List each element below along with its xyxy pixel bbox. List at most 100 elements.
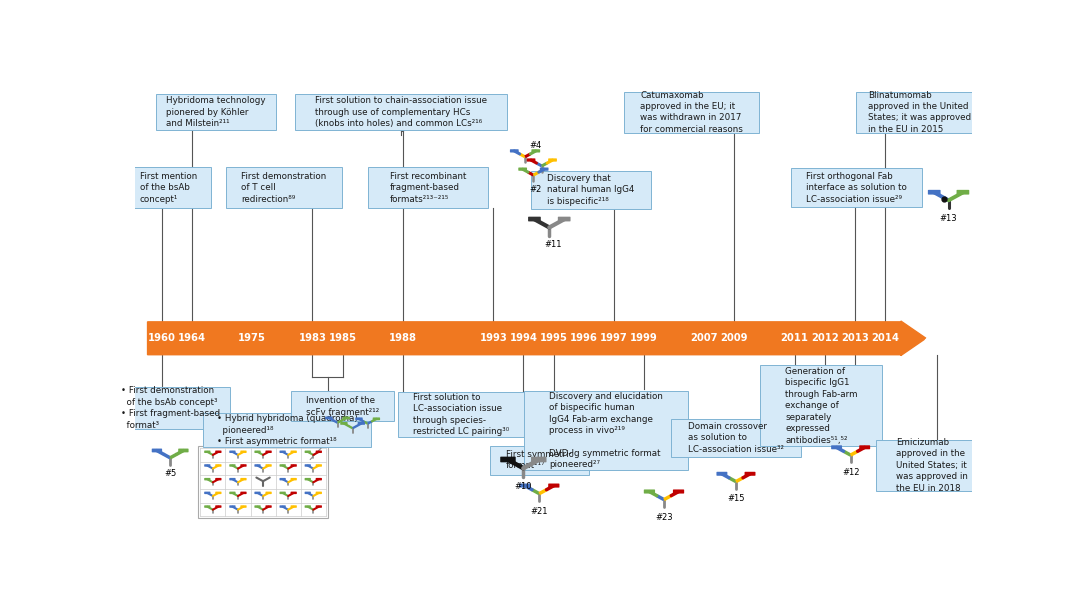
FancyBboxPatch shape: [229, 505, 235, 508]
Text: 1994: 1994: [510, 333, 538, 343]
Text: 1996: 1996: [569, 333, 597, 343]
FancyBboxPatch shape: [500, 457, 516, 463]
Text: #23: #23: [656, 513, 673, 522]
Text: #15: #15: [727, 495, 745, 503]
Text: 2013: 2013: [841, 333, 868, 343]
FancyBboxPatch shape: [340, 422, 348, 425]
FancyBboxPatch shape: [519, 483, 530, 487]
Text: 2011: 2011: [781, 333, 809, 343]
FancyBboxPatch shape: [266, 505, 272, 508]
FancyBboxPatch shape: [215, 505, 221, 508]
FancyBboxPatch shape: [266, 464, 272, 467]
FancyBboxPatch shape: [204, 505, 211, 508]
FancyBboxPatch shape: [125, 167, 212, 208]
FancyBboxPatch shape: [510, 149, 518, 152]
Text: 1988: 1988: [389, 333, 417, 343]
FancyBboxPatch shape: [342, 416, 350, 419]
FancyBboxPatch shape: [266, 492, 272, 494]
Text: Domain crossover
as solution to
LC-association issue³²: Domain crossover as solution to LC-assoc…: [688, 422, 784, 454]
FancyBboxPatch shape: [229, 464, 235, 467]
FancyBboxPatch shape: [204, 451, 211, 453]
FancyBboxPatch shape: [151, 448, 162, 452]
FancyBboxPatch shape: [305, 464, 311, 467]
FancyBboxPatch shape: [241, 451, 246, 453]
FancyBboxPatch shape: [928, 190, 941, 195]
FancyBboxPatch shape: [266, 451, 272, 453]
Text: 2009: 2009: [720, 333, 748, 343]
Text: 1999: 1999: [630, 333, 658, 343]
FancyBboxPatch shape: [291, 464, 297, 467]
Text: 1964: 1964: [178, 333, 206, 343]
FancyBboxPatch shape: [280, 505, 286, 508]
FancyBboxPatch shape: [549, 483, 559, 487]
FancyBboxPatch shape: [540, 167, 549, 171]
Text: 1975: 1975: [239, 333, 266, 343]
Text: First demonstration
of T cell
redirection⁸⁹: First demonstration of T cell redirectio…: [241, 171, 326, 203]
Text: First orthogonal Fab
interface as solution to
LC-association issue²⁹: First orthogonal Fab interface as soluti…: [806, 171, 907, 203]
FancyBboxPatch shape: [280, 478, 286, 480]
FancyBboxPatch shape: [305, 451, 311, 453]
Text: Invention of the
scFv fragment²¹²: Invention of the scFv fragment²¹²: [306, 396, 379, 416]
Text: Hybridoma technology
pionered by Köhler
and Milstein²¹¹: Hybridoma technology pionered by Köhler …: [166, 96, 266, 128]
Text: #21: #21: [530, 507, 548, 516]
FancyBboxPatch shape: [671, 419, 801, 457]
Text: Discovery and elucidation
of bispecific human
IgG4 Fab-arm exchange
process in v: Discovery and elucidation of bispecific …: [550, 391, 663, 470]
FancyBboxPatch shape: [215, 492, 221, 494]
Text: 2017: 2017: [923, 333, 950, 343]
FancyBboxPatch shape: [291, 451, 297, 453]
FancyBboxPatch shape: [215, 478, 221, 480]
FancyBboxPatch shape: [832, 445, 842, 449]
FancyBboxPatch shape: [325, 416, 333, 419]
Text: 1995: 1995: [540, 333, 567, 343]
FancyBboxPatch shape: [241, 505, 246, 508]
FancyBboxPatch shape: [241, 464, 246, 467]
FancyBboxPatch shape: [860, 445, 870, 449]
FancyBboxPatch shape: [367, 167, 488, 208]
FancyBboxPatch shape: [204, 478, 211, 480]
FancyBboxPatch shape: [673, 489, 684, 493]
Text: #5: #5: [164, 469, 176, 479]
FancyBboxPatch shape: [215, 451, 221, 453]
Text: First solution to
LC-association issue
through species-
restricted LC pairing³⁰: First solution to LC-association issue t…: [414, 393, 510, 436]
Text: Generation of
bispecific IgG1
through Fab-arm
exchange of
separately
expressed
a: Generation of bispecific IgG1 through Fa…: [785, 367, 858, 445]
Text: #12: #12: [842, 468, 860, 477]
FancyBboxPatch shape: [531, 457, 546, 463]
FancyBboxPatch shape: [744, 472, 756, 476]
FancyBboxPatch shape: [229, 451, 235, 453]
FancyBboxPatch shape: [204, 464, 211, 467]
Text: 1983: 1983: [298, 333, 326, 343]
FancyBboxPatch shape: [178, 448, 189, 452]
FancyBboxPatch shape: [305, 478, 311, 480]
Text: #13: #13: [940, 213, 957, 222]
FancyBboxPatch shape: [490, 445, 589, 475]
Text: #11: #11: [544, 240, 563, 249]
FancyBboxPatch shape: [280, 451, 286, 453]
FancyBboxPatch shape: [527, 158, 536, 162]
FancyBboxPatch shape: [305, 492, 311, 494]
FancyBboxPatch shape: [624, 92, 759, 133]
FancyBboxPatch shape: [111, 387, 230, 429]
Text: Discovery that
natural human IgG4
is bispecific²¹⁸: Discovery that natural human IgG4 is bis…: [548, 174, 635, 206]
Text: Emicizumab
approved in the
United States; it
was approved in
the EU in 2018: Emicizumab approved in the United States…: [896, 438, 968, 493]
Text: Blinatumomab
approved in the United
States; it was approved
in the EU in 2015: Blinatumomab approved in the United Stat…: [867, 91, 971, 134]
FancyBboxPatch shape: [241, 478, 246, 480]
FancyBboxPatch shape: [291, 478, 297, 480]
FancyBboxPatch shape: [229, 492, 235, 494]
FancyBboxPatch shape: [204, 492, 211, 494]
FancyBboxPatch shape: [255, 451, 260, 453]
FancyBboxPatch shape: [255, 505, 260, 508]
Text: #2: #2: [529, 185, 541, 195]
Text: #4: #4: [529, 141, 541, 149]
Text: • Hybrid hybridoma (quadroma)
  pioneered¹⁸
• First asymmetric format¹⁸: • Hybrid hybridoma (quadroma) pioneered¹…: [217, 414, 357, 446]
FancyBboxPatch shape: [315, 505, 322, 508]
FancyBboxPatch shape: [305, 505, 311, 508]
Text: First symmetric
format²¹⁷: First symmetric format²¹⁷: [505, 450, 573, 470]
Text: • First demonstration
  of the bsAb concept³
• First fragment-based
  format³: • First demonstration of the bsAb concep…: [121, 387, 219, 430]
FancyBboxPatch shape: [531, 171, 651, 209]
Text: First mention
of the bsAb
concept¹: First mention of the bsAb concept¹: [139, 171, 198, 203]
FancyBboxPatch shape: [156, 94, 276, 130]
FancyBboxPatch shape: [229, 478, 235, 480]
Text: 1993: 1993: [480, 333, 508, 343]
Text: First recombinant
fragment-based
formats²¹³⁻²¹⁵: First recombinant fragment-based formats…: [390, 171, 467, 203]
FancyBboxPatch shape: [856, 92, 983, 133]
